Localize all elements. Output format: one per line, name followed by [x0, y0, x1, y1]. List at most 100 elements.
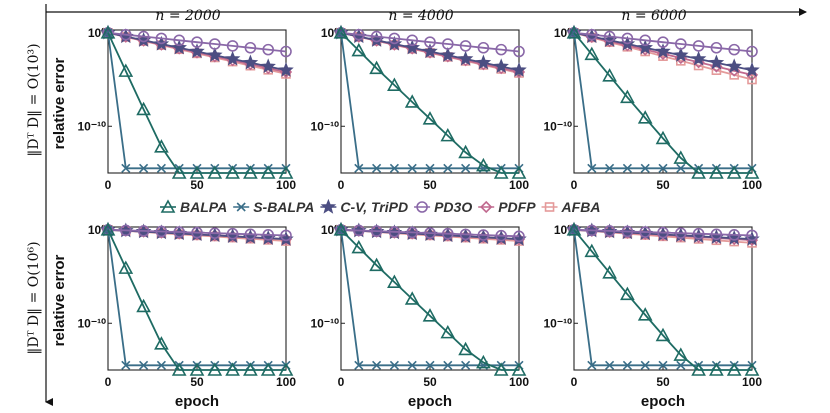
data-point-pd3o [244, 228, 257, 241]
diamond-marker [480, 200, 493, 214]
data-point-pd3o [657, 226, 669, 239]
column-title-1: n = 2000 [155, 8, 220, 24]
data-point-s-balpa [156, 163, 166, 173]
panel-3: 10⁰ 10⁻¹⁰ 0 50 100 [544, 24, 762, 192]
data-point-balpa [493, 165, 509, 179]
data-point-balpa [511, 165, 527, 179]
data-point-c-v-tripd [422, 43, 438, 59]
series-line-pd3o [340, 228, 520, 238]
x-tick-label: 0 [571, 375, 578, 389]
data-point-s-balpa [425, 360, 435, 370]
data-point-balpa [260, 362, 276, 376]
row-label-2: ‖Dᵀ D‖ = O(10⁶) [26, 241, 42, 354]
data-point-balpa [458, 341, 473, 356]
panel-5: 10⁰ 10⁻¹⁰ 0 50 100 epoch [311, 221, 529, 410]
data-point-pd3o [352, 28, 365, 41]
data-point-balpa [691, 362, 706, 376]
data-point-pd3o [585, 224, 598, 237]
data-point-s-balpa [587, 360, 597, 370]
data-point-balpa [476, 157, 491, 172]
data-point-s-balpa [587, 163, 597, 173]
data-point-balpa [709, 165, 724, 179]
data-point-balpa [440, 127, 456, 142]
data-point-pd3o [639, 34, 652, 47]
series-line-balpa [340, 32, 519, 174]
data-point-pd3o [459, 40, 472, 52]
data-point-balpa [243, 362, 258, 376]
data-point-pd3o [137, 30, 150, 43]
data-point-balpa [511, 362, 527, 376]
data-point-balpa [691, 165, 706, 179]
data-point-c-v-tripd [637, 39, 653, 55]
x-tick-label: 50 [656, 178, 670, 192]
data-point-balpa [171, 165, 187, 179]
data-point-pd3o [441, 38, 454, 50]
x-tick-label: 0 [338, 375, 345, 389]
star-marker [320, 198, 337, 214]
data-point-balpa [404, 291, 420, 305]
series-pd3o [102, 27, 292, 58]
data-point-c-v-tripd [242, 54, 259, 70]
y-tick-label: 10⁰ [88, 26, 106, 40]
data-point-balpa [404, 94, 420, 108]
data-point-balpa [422, 111, 438, 125]
data-point-balpa [673, 347, 689, 361]
series-line-pd3o [107, 31, 287, 53]
x-tick-label: 100 [509, 375, 529, 389]
y-tick-label: 10⁻¹⁰ [544, 316, 573, 330]
legend-label: C-V, TriPD [340, 199, 408, 215]
series-pd3o [102, 224, 292, 242]
data-point-pd3o [674, 227, 687, 239]
x-tick-label: 100 [742, 375, 762, 389]
series-line-balpa [573, 229, 752, 371]
data-point-balpa [154, 336, 169, 350]
data-point-balpa [100, 25, 116, 39]
x-tick-label: 50 [656, 375, 670, 389]
data-point-c-v-tripd [260, 58, 276, 74]
data-point-s-balpa [389, 163, 399, 173]
data-point-pd3o [262, 43, 275, 56]
series-balpa [100, 25, 294, 179]
legend-label: BALPA [180, 199, 227, 215]
y-tick-label: 10⁻¹⁰ [311, 119, 340, 133]
data-point-balpa [602, 265, 617, 279]
data-point-balpa [458, 144, 473, 159]
data-point-balpa [118, 260, 134, 274]
row-label-1: ‖Dᵀ D‖ = O(10³) [26, 43, 42, 156]
data-point-s-balpa [658, 163, 668, 173]
data-point-pd3o [388, 225, 401, 238]
data-point-pd3o [692, 40, 705, 52]
series-balpa [566, 222, 760, 376]
legend-label: S-BALPA [253, 199, 314, 215]
panel-4: 10⁰ 10⁻¹⁰ 0 50 100 relative error epoch [51, 221, 296, 410]
data-point-balpa [278, 362, 294, 376]
data-point-c-v-tripd [744, 61, 760, 77]
data-point-pd3o [746, 229, 758, 242]
data-point-c-v-tripd [493, 58, 509, 74]
series-balpa [100, 222, 294, 376]
data-point-balpa [422, 308, 438, 322]
data-point-balpa [602, 68, 617, 82]
data-point-pd3o [406, 34, 419, 47]
data-point-balpa [637, 110, 653, 124]
legend-item-balpa: BALPA [160, 199, 227, 215]
data-point-s-balpa [121, 360, 131, 370]
x-tick-label: 50 [423, 178, 437, 192]
data-point-pd3o [191, 36, 203, 48]
data-point-pd3o [710, 228, 723, 241]
x-tick-label: 0 [105, 375, 112, 389]
data-point-c-v-tripd [673, 46, 689, 62]
data-point-pd3o [513, 230, 525, 243]
legend-item-s-balpa: S-BALPA [233, 199, 314, 215]
data-point-c-v-tripd [171, 39, 187, 55]
legend-item-c-v-tripd: C-V, TriPD [320, 198, 408, 215]
data-point-balpa [225, 362, 240, 376]
data-point-pd3o [746, 45, 758, 58]
data-point-pd3o [441, 227, 454, 240]
data-point-c-v-tripd [207, 46, 223, 62]
y-axis-label: relative error [51, 57, 68, 149]
data-point-balpa [351, 239, 367, 254]
data-point-balpa [136, 101, 151, 116]
legend-item-afba: AFBA [541, 199, 600, 215]
